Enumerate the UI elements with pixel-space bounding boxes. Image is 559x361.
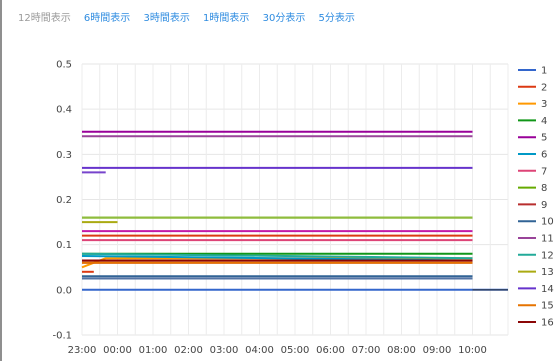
legend-label: 4 [541, 116, 547, 127]
legend-label: 3 [541, 99, 547, 110]
x-tick-label: 02:00 [174, 345, 203, 356]
x-tick-label: 23:00 [68, 345, 97, 356]
x-tick-label: 07:00 [352, 345, 381, 356]
legend-label: 1 [541, 66, 547, 77]
legend-label: 15 [541, 301, 554, 312]
y-tick-label: 0.3 [56, 150, 72, 161]
x-tick-label: 10:00 [458, 345, 487, 356]
series-line-12 [81, 252, 473, 260]
legend-label: 6 [541, 150, 547, 161]
y-tick-label: 0.0 [56, 285, 72, 296]
x-tick-label: 08:00 [387, 345, 416, 356]
y-tick-label: -0.1 [52, 331, 72, 342]
range-option-12h[interactable]: 12時間表示 [18, 13, 71, 24]
left-border [0, 0, 2, 361]
legend-label: 14 [541, 284, 554, 295]
range-selector: 12時間表示 6時間表示 3時間表示 1時間表示 30分表示 5分表示 [18, 9, 365, 24]
y-tick-label: 0.1 [56, 240, 72, 251]
range-option-3h[interactable]: 3時間表示 [143, 13, 190, 24]
x-tick-label: 01:00 [139, 345, 168, 356]
legend-label: 10 [541, 217, 554, 228]
x-tick-label: 05:00 [281, 345, 310, 356]
legend-label: 8 [541, 183, 547, 194]
legend-label: 13 [541, 267, 554, 278]
legend-label: 5 [541, 133, 547, 144]
x-tick-label: 03:00 [210, 345, 239, 356]
range-option-1h[interactable]: 1時間表示 [203, 13, 250, 24]
legend-label: 7 [541, 166, 547, 177]
legend-label: 2 [541, 82, 547, 93]
range-option-5m[interactable]: 5分表示 [318, 13, 355, 24]
x-tick-label: 06:00 [316, 345, 345, 356]
y-tick-label: 0.2 [56, 195, 72, 206]
legend-label: 9 [541, 200, 547, 211]
range-option-6h[interactable]: 6時間表示 [83, 13, 131, 24]
x-tick-label: 04:00 [245, 345, 274, 356]
legend-label: 16 [541, 318, 554, 329]
y-tick-label: 0.5 [56, 60, 72, 71]
y-tick-label: 0.4 [56, 105, 72, 116]
x-tick-label: 09:00 [423, 345, 452, 356]
range-option-30m[interactable]: 30分表示 [262, 13, 306, 24]
legend-label: 11 [541, 234, 554, 245]
legend-label: 12 [541, 250, 554, 261]
x-tick-label: 00:00 [103, 345, 132, 356]
